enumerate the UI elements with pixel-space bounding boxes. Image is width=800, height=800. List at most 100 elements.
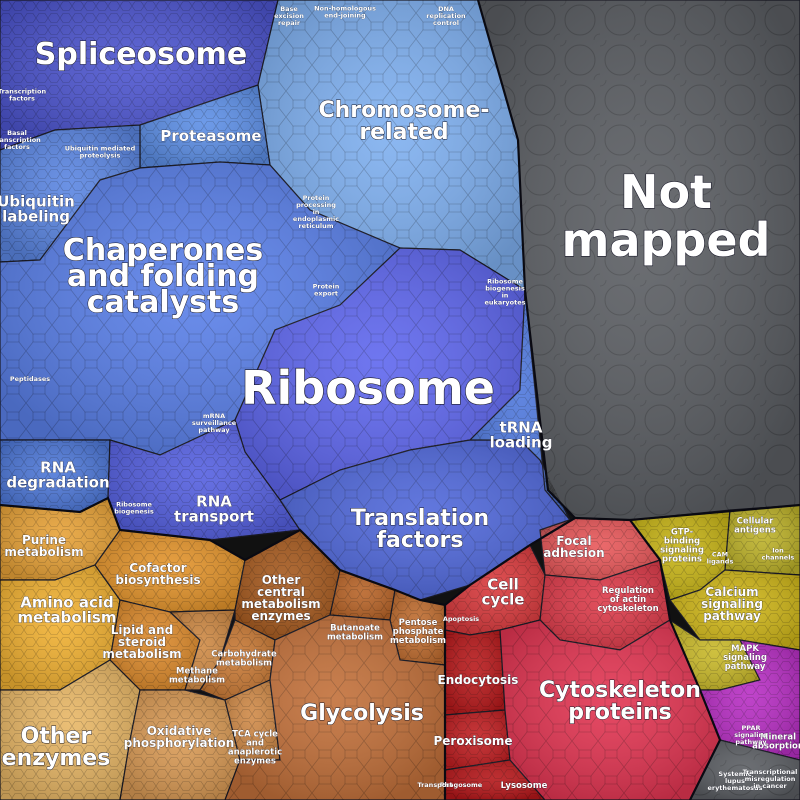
- region-label-spliceosome: Spliceosome: [35, 37, 247, 72]
- minor-label-non-homologous: end-joining: [324, 12, 366, 20]
- cell-shading: [95, 530, 245, 612]
- label-layer: Spliceosome Chromosome-related Proteasome U…: [0, 4, 800, 792]
- cell-shading: [725, 505, 800, 575]
- region-label-other-central: enzymes: [251, 609, 310, 623]
- cell-shading: [700, 640, 800, 760]
- region-label-mapk: MAPK: [731, 644, 759, 654]
- minor-label-systemic-lupus: Systemic: [718, 770, 751, 778]
- region-label-not-mapped: mapped: [562, 213, 771, 267]
- minor-label-ubiquitin-mediated: proteolysis: [80, 152, 121, 160]
- region-label-methane: Methane: [176, 667, 218, 677]
- minor-label-transcriptional-misreg: in cancer: [753, 782, 787, 790]
- minor-label-ribosome-biogenesis-euk: biogenesis: [485, 285, 525, 293]
- cell-shading: [445, 760, 545, 800]
- minor-label-systemic-lupus: erythematosus: [707, 784, 762, 792]
- region-label-regulation-actin: Regulation: [602, 586, 654, 596]
- region-label-lysosome: Lysosome: [501, 781, 548, 791]
- minor-label-peptidases: Peptidases: [10, 375, 50, 383]
- minor-label-ion-channels: Ion: [772, 547, 784, 555]
- region-label-cytoskeleton: proteins: [568, 700, 671, 725]
- minor-label-basal-tf: Basal: [7, 129, 27, 137]
- region-label-mineral: Mineral: [760, 733, 796, 743]
- minor-label-protein-processing: reticulum: [298, 222, 333, 230]
- region-label-methane: metabolism: [169, 676, 225, 686]
- region-label-cell-cycle: cycle: [482, 591, 525, 609]
- minor-label-basal-tf: transcription: [0, 136, 41, 144]
- region-label-cellular-antigens: antigens: [734, 526, 776, 536]
- region-label-amino-acid: Amino acid: [20, 594, 113, 612]
- region-label-ribosome: Ribosome: [241, 361, 495, 415]
- region-label-pentose: metabolism: [390, 636, 446, 646]
- cell-shading: [470, 290, 570, 520]
- minor-label-ppar: signaling: [734, 731, 768, 739]
- minor-label-ribosome-biogenesis-euk: in: [502, 292, 509, 300]
- region-label-other-central: central: [257, 585, 305, 599]
- cell-shading: [225, 680, 280, 760]
- region-label-glycolysis: Glycolysis: [300, 701, 424, 726]
- region-label-gtp-binding: signaling: [660, 546, 704, 556]
- region-label-gtp-binding: proteins: [662, 555, 702, 565]
- cell-shading: [0, 498, 120, 580]
- minor-label-basal-tf: factors: [4, 143, 30, 151]
- region-label-rna-degradation: RNA: [40, 459, 76, 477]
- region-label-rna-transport: RNA: [196, 493, 232, 511]
- cell-shading: [630, 510, 730, 600]
- cell-shading: [235, 248, 525, 500]
- cell-shading: [445, 545, 545, 635]
- region-label-regulation-actin: of actin: [610, 595, 646, 605]
- minor-label-mrna-surveillance: mRNA: [203, 412, 225, 420]
- region-label-proteasome: Proteasome: [160, 127, 261, 145]
- region-label-butanoate: Butanoate: [330, 624, 380, 634]
- region-label-peroxisome: Peroxisome: [434, 734, 513, 748]
- minor-label-protein-export: export: [314, 290, 338, 298]
- region-label-carbohydrate: metabolism: [216, 659, 272, 669]
- minor-label-transport: Transport: [417, 781, 452, 789]
- minor-label-transcription-factors: factors: [9, 95, 35, 103]
- region-label-not-mapped: Not: [620, 165, 712, 219]
- minor-label-dna-replication: replication: [426, 12, 466, 20]
- region-label-chromosome: related: [359, 120, 448, 145]
- cell-shading: [170, 610, 235, 690]
- minor-label-base-excision: repair: [278, 19, 301, 27]
- region-label-chaperones: Chaperones: [63, 233, 263, 268]
- minor-label-protein-export: Protein: [313, 283, 340, 291]
- region-label-calcium: signaling: [701, 597, 763, 611]
- region-label-amino-acid: metabolism: [18, 609, 117, 627]
- minor-label-ribosome-biogenesis-euk: Ribosome: [487, 278, 523, 286]
- minor-label-non-homologous: Non-homologous: [314, 5, 376, 13]
- region-label-cytoskeleton: Cytoskeleton: [539, 678, 701, 703]
- region-label-butanoate: metabolism: [327, 633, 383, 643]
- minor-label-phagosome: Phagosome: [440, 781, 483, 789]
- cell-shading: [200, 620, 275, 700]
- region-label-pentose: phosphate: [393, 627, 444, 637]
- cell-shading: [330, 570, 395, 620]
- region-label-tca: and: [246, 739, 264, 749]
- region-label-tca: TCA cycle: [232, 730, 278, 740]
- minor-label-protein-processing: endoplasmic: [293, 215, 339, 223]
- minor-label-cam-ligands: CAM: [712, 551, 728, 559]
- cell-shading: [670, 570, 800, 650]
- region-label-other-central: metabolism: [241, 597, 320, 611]
- region-label-oxidative: phosphorylation: [124, 736, 234, 750]
- minor-label-base-excision: Base: [280, 5, 298, 13]
- region-label-carbohydrate: Carbohydrate: [211, 650, 277, 660]
- minor-label-ppar: PPAR: [742, 724, 761, 732]
- cell-shading: [540, 560, 670, 650]
- cell-shading: [225, 615, 445, 800]
- cell-shading: [0, 0, 278, 150]
- cell-shading: [0, 162, 400, 455]
- cell-shading: [500, 620, 720, 800]
- cell-shading: [235, 530, 340, 640]
- cell-shading: [0, 660, 140, 800]
- minor-label-protein-processing: Protein: [303, 194, 330, 202]
- minor-label-systemic-lupus: lupus: [725, 777, 745, 785]
- minor-label-ion-channels: channels: [762, 554, 795, 562]
- cell-shading: [0, 565, 120, 690]
- region-label-cellular-antigens: Cellular: [737, 517, 775, 527]
- cell-shading: [140, 85, 270, 168]
- minor-label-ribosome-biogenesis-euk: eukaryotes: [484, 299, 525, 307]
- region-label-cofactor: Cofactor: [129, 561, 186, 575]
- region-label-pentose: Pentose: [399, 618, 438, 628]
- region-label-mapk: pathway: [725, 662, 766, 672]
